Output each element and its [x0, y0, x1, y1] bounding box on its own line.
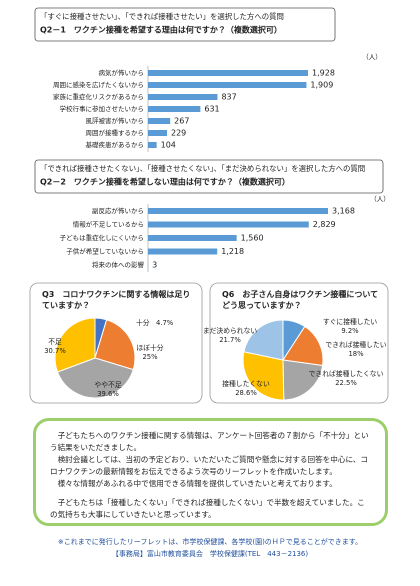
value-label: 1,560 [241, 234, 264, 243]
unit-label: （人） [362, 53, 382, 61]
category-label: 風評被害が怖いから [86, 116, 145, 125]
question-subtitle: 「できれば接種させたくない」、「接種させたくない」、「まだ決められない」を選択し… [40, 164, 365, 173]
pie-slice [54, 317, 96, 373]
category-label: 周囲に感染を広げたくないから [53, 80, 144, 89]
slice-value: 4.7% [156, 319, 174, 327]
pie-slice [282, 359, 324, 401]
slice-value: 22.5% [335, 379, 357, 387]
unit-label: （人） [370, 195, 390, 203]
category-label: 情報が不足しているから [73, 220, 144, 229]
category-label: 副反応が怖いから [92, 206, 144, 215]
summary-text: 様々な情報があふれる中で信用できる情報を提供していきたいと考えております。 [57, 479, 337, 488]
category-label: 病気が怖いから [99, 68, 145, 77]
pie-title: Q6 お子さん自身はワクチン接種についてどう思っていますか？ [222, 290, 379, 310]
footer-office: 【事務局】富山市教育委員会 学校保健課(TEL 443－2136) [111, 550, 309, 558]
value-label: 1,928 [312, 69, 335, 78]
slice-value: 28.6% [235, 389, 257, 397]
slice-label: できれば接種したくない [309, 369, 384, 378]
category-label: 基礎疾患があるから [86, 140, 145, 149]
bar [148, 248, 218, 255]
value-label: 1,909 [310, 81, 333, 90]
pie-slice [56, 357, 134, 399]
pie-box [209, 282, 389, 404]
question-title: Q2－1 ワクチン接種を希望する理由は何ですか？（複数選択可） [40, 25, 282, 35]
question-subtitle: 「すぐに接種させたい」、「できれば接種させたい」を選択した方への質問 [40, 12, 284, 21]
category-label: 学校行事に参加させたいから [60, 104, 145, 113]
category-label: 子供が希望していないから [66, 247, 144, 256]
pie-box [29, 282, 203, 404]
value-label: 267 [174, 117, 189, 126]
slice-label: 接種したくない [222, 379, 270, 388]
slice-value: 25% [142, 353, 158, 361]
slice-value: 9.2% [341, 327, 359, 335]
value-label: 631 [204, 105, 219, 114]
category-label: 将来の体への影響 [92, 260, 145, 269]
pie-slice [282, 325, 324, 367]
slice-label: 不足 [48, 338, 62, 346]
value-label: 104 [161, 141, 176, 150]
category-label: 家族に重症化リスクがあるから [53, 92, 144, 101]
slice-label: できれば接種したい [325, 340, 386, 349]
bar [148, 221, 309, 228]
bar [148, 70, 308, 76]
slice-value: 39.6% [97, 390, 119, 398]
category-label: 周囲が接種するから [86, 128, 145, 137]
bar [148, 82, 307, 88]
question-box [34, 159, 384, 194]
bar [148, 118, 171, 124]
slice-value: 21.7% [219, 336, 241, 344]
bar [148, 94, 218, 100]
pie-slice [243, 319, 284, 361]
bar [148, 130, 168, 136]
summary-box: 子どもたちへのワクチン接種に関する情報は、アンケート回答者の７割から「不十分」と… [33, 418, 388, 526]
slice-label: やや不足 [94, 381, 121, 389]
bar [148, 235, 237, 241]
value-label: 229 [171, 129, 186, 138]
question-title: Q2－2 ワクチン接種を希望しない理由は何ですか？（複数選択可） [40, 177, 290, 187]
pie-slice [94, 319, 136, 371]
bar [148, 106, 201, 112]
question-box [34, 7, 336, 42]
slice-label: まだ決められない [203, 326, 258, 335]
bar [148, 208, 328, 214]
slice-label: ほぼ十分 [136, 343, 163, 352]
value-label: 1,218 [221, 247, 244, 256]
value-label: 3 [152, 261, 157, 270]
pie-slice [242, 351, 285, 401]
summary-text: 検討会議としては、当初の予定どおり、いただいたご質問や懸念に対する回答を中心に、… [50, 455, 369, 476]
slice-value: 30.7% [44, 347, 66, 355]
pie-title: Q3 コロナワクチンに関する情報は足りていますか？ [42, 290, 191, 310]
slice-label: 十分 [136, 318, 150, 327]
summary-text: 子どもたちへのワクチン接種に関する情報は、アンケート回答者の７割から「不十分」と… [50, 431, 369, 452]
slice-value: 18% [348, 350, 364, 358]
bar [148, 142, 157, 148]
summary-text: 子どもたちは「接種したくない」「できれば接種したくない」で半数を超えていました。… [50, 498, 365, 519]
value-label: 3,168 [332, 207, 355, 216]
category-label: 子どもは重症化しにくいから [60, 233, 144, 242]
value-label: 837 [221, 93, 236, 102]
slice-label: すぐに接種したい [323, 317, 378, 326]
footer-note: ※これまでに発行したリーフレットは、市学校保健課、各学校(園)のＨＰで見ることが… [57, 538, 363, 546]
value-label: 2,829 [313, 220, 336, 229]
